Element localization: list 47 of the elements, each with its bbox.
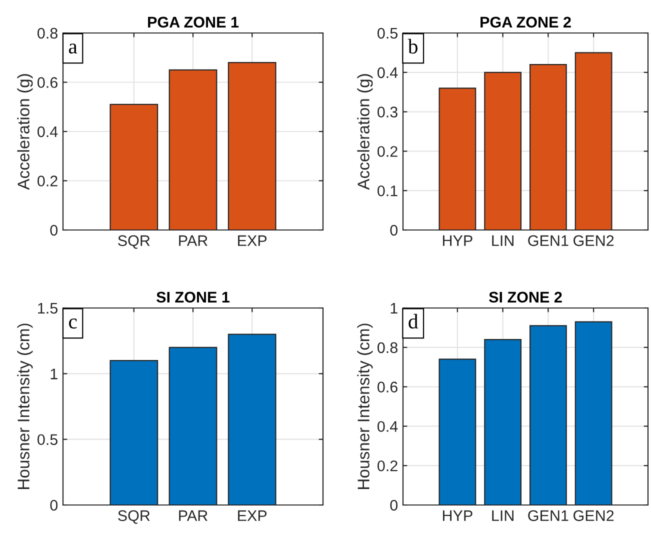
y-axis-title: Acceleration (g) bbox=[17, 74, 33, 190]
y-tick-label: 1.5 bbox=[38, 303, 58, 314]
x-tick-label: LIN bbox=[492, 510, 514, 521]
y-tick-label: 0.4 bbox=[378, 67, 398, 78]
annotation: a bbox=[68, 44, 78, 54]
y-tick-label: 1 bbox=[50, 368, 58, 380]
y-axis-title: Acceleration (g) bbox=[357, 74, 373, 190]
x-tick-label: PAR bbox=[179, 235, 208, 246]
x-tick-label: PAR bbox=[179, 510, 208, 521]
x-tick-label: HYP bbox=[442, 510, 472, 521]
annotation: b bbox=[408, 38, 418, 54]
y-axis-title: Housner Intensity (cm) bbox=[17, 324, 33, 489]
chart-title: SI ZONE 2 bbox=[489, 292, 562, 303]
annotation: c bbox=[68, 318, 77, 329]
y-tick-label: 0.2 bbox=[38, 176, 58, 186]
y-tick-label: 0.6 bbox=[38, 77, 58, 88]
y-tick-label: 0.6 bbox=[378, 382, 398, 392]
x-tick-label: LIN bbox=[492, 235, 514, 246]
x-tick-label: GEN2 bbox=[574, 235, 614, 246]
y-tick-label: 0 bbox=[390, 500, 398, 511]
x-tick-label: GEN1 bbox=[528, 235, 568, 246]
annotation: d bbox=[408, 314, 418, 329]
chart-title: PGA ZONE 2 bbox=[480, 16, 571, 28]
x-tick-label: EXP bbox=[238, 510, 267, 521]
y-tick-label: 0.2 bbox=[378, 146, 398, 157]
x-tick-label: SQR bbox=[118, 510, 150, 524]
y-tick-label: 0 bbox=[50, 224, 58, 236]
y-axis-title: Housner Intensity (cm) bbox=[357, 324, 373, 489]
y-tick-label: 0.5 bbox=[378, 28, 398, 39]
x-tick-label: GEN1 bbox=[528, 510, 568, 522]
x-tick-label: EXP bbox=[238, 235, 267, 246]
y-tick-label: 0.1 bbox=[378, 185, 398, 196]
y-tick-label: 0.2 bbox=[378, 460, 398, 472]
y-tick-label: 0 bbox=[390, 224, 398, 236]
y-tick-label: 0.4 bbox=[38, 126, 58, 138]
x-tick-label: SQR bbox=[118, 235, 150, 249]
y-tick-label: 0.5 bbox=[38, 434, 58, 446]
x-tick-label: HYP bbox=[442, 235, 472, 246]
y-tick-label: 0.4 bbox=[378, 421, 398, 432]
y-tick-label: 0.8 bbox=[378, 342, 398, 354]
chart-title: SI ZONE 1 bbox=[156, 292, 230, 303]
y-tick-label: 0.8 bbox=[38, 28, 58, 39]
y-tick-label: 0.3 bbox=[378, 106, 398, 118]
y-tick-label: 1 bbox=[390, 303, 398, 314]
chart-title: PGA ZONE 1 bbox=[148, 16, 239, 28]
y-tick-label: 0 bbox=[50, 500, 58, 511]
x-tick-label: GEN2 bbox=[574, 510, 614, 522]
